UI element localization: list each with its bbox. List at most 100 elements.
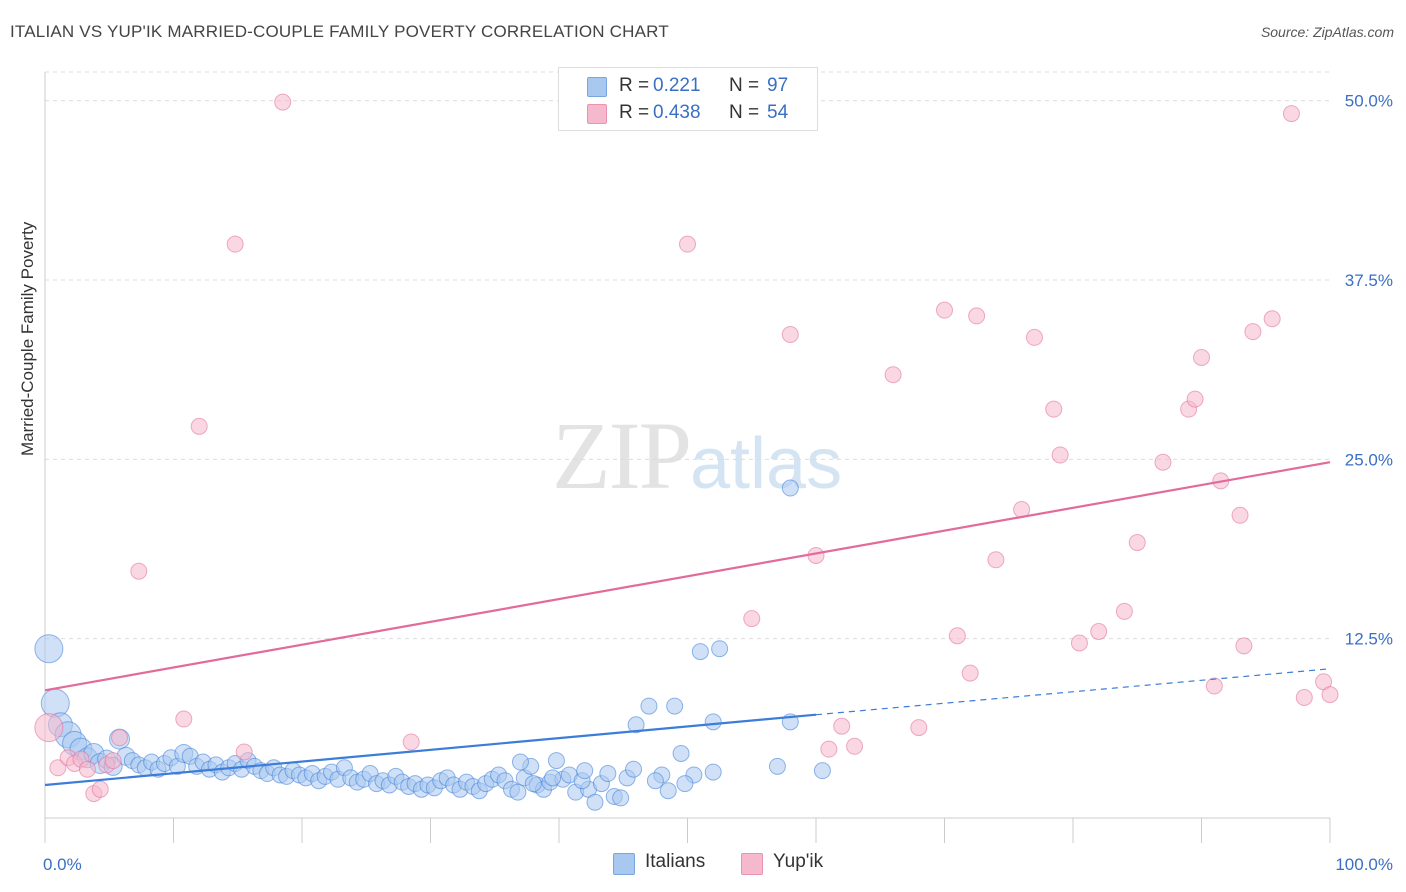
yupik-point [987,551,1005,569]
italians-point [509,783,527,801]
yupik-point [111,729,129,747]
watermark: ZIPatlas [552,400,842,511]
italians-trendline-extension [815,668,1331,716]
legend-n-label: N = [729,102,760,123]
italians-point [672,744,690,762]
italians-point [40,688,70,718]
italians-point [711,640,729,658]
bottom-label-italians: Italians [645,851,706,872]
yupik-point [91,780,109,798]
yupik-point [1231,506,1249,524]
yupik-point [190,417,208,435]
legend-swatch-italians [587,77,607,97]
italians-point [691,643,709,661]
yupik-trendline [44,461,1331,692]
italians-point [704,713,722,731]
italians-point [781,479,799,497]
y-axis-label: Married-Couple Family Poverty [18,221,37,456]
bottom-label-yupik: Yup'ik [773,851,824,872]
yupik-point [402,733,420,751]
yupik-point [833,717,851,735]
yupik-point [226,235,244,253]
yupik-point [130,562,148,580]
x-tick-label: 0.0% [43,855,82,874]
legend-n-value: 97 [767,75,789,96]
italians-point [34,634,64,664]
legend-swatch-yupik [587,104,607,124]
chart-title: ITALIAN VS YUP'IK MARRIED-COUPLE FAMILY … [10,22,669,41]
italians-point [640,697,658,715]
yupik-point [1070,634,1088,652]
yupik-point [820,740,838,758]
y-tick-label: 12.5% [1345,630,1393,649]
bottom-swatch-yupik [741,853,763,875]
legend-r-label: R = [619,75,650,96]
yupik-point [961,664,979,682]
italians-point [666,697,684,715]
italians-point [676,775,694,793]
italians-point [646,772,664,790]
yupik-point [1295,688,1313,706]
yupik-point [884,366,902,384]
italians-point [576,762,594,780]
bottom-swatch-italians [613,853,635,875]
yupik-point [1051,446,1069,464]
yupik-point [1154,453,1172,471]
legend-r-value: 0.221 [653,75,701,96]
grid-lines [45,71,1330,640]
legend-n-label: N = [729,75,760,96]
yupik-point [1263,310,1281,328]
italians-point [627,716,645,734]
yupik-point [1235,637,1253,655]
italians-point [544,769,562,787]
italians-point [813,762,831,780]
watermark-atlas: atlas [690,424,843,504]
y-tick-label: 37.5% [1345,271,1393,290]
y-tick-label: 25.0% [1345,450,1393,469]
italians-point [599,765,617,783]
yupik-point [1321,686,1339,704]
yupik-point [1282,105,1300,123]
tick-labels: 12.5% 25.0% 37.5% 50.0% 0.0% 100.0% [43,92,1393,874]
yupik-point [78,760,96,778]
yupik-point [910,719,928,737]
y-tick-label: 50.0% [1345,92,1393,111]
yupik-point [781,326,799,344]
legend-r-value: 0.438 [653,102,701,123]
x-tick-label: 100.0% [1335,855,1393,874]
italians-point [511,753,529,771]
italians-point [612,789,630,807]
yupik-point [1115,602,1133,620]
italians-point [625,760,643,778]
yupik-point [1244,323,1262,341]
yupik-point [846,737,864,755]
yupik-point [1090,623,1108,640]
trendlines [44,461,1331,787]
yupik-point [235,743,253,761]
yupik-point [948,627,966,645]
yupik-point [1186,390,1204,408]
yupik-point [175,710,193,728]
yupik-point [49,759,67,777]
yupik-point [1045,400,1063,418]
italians-point [768,757,786,775]
italians-point [586,793,604,811]
yupik-point [743,610,761,628]
italians-point [524,775,542,793]
yupik-point [1193,348,1210,366]
yupik-point [1205,677,1223,695]
data-points [34,93,1339,811]
correlation-legend: R = 0.221 N = 97 R = 0.438 N = 54 [558,67,818,131]
italians-trendline [44,713,817,787]
legend-n-value: 54 [767,102,789,123]
yupik-point [679,235,696,253]
italians-point [659,782,677,800]
legend-r-label: R = [619,102,650,123]
watermark-zip: ZIP [552,402,692,509]
yupik-point [104,752,122,770]
italians-point [547,752,565,770]
yupik-point [1128,534,1146,552]
source-label: Source: ZipAtlas.com [1260,24,1394,40]
yupik-point [274,93,292,111]
